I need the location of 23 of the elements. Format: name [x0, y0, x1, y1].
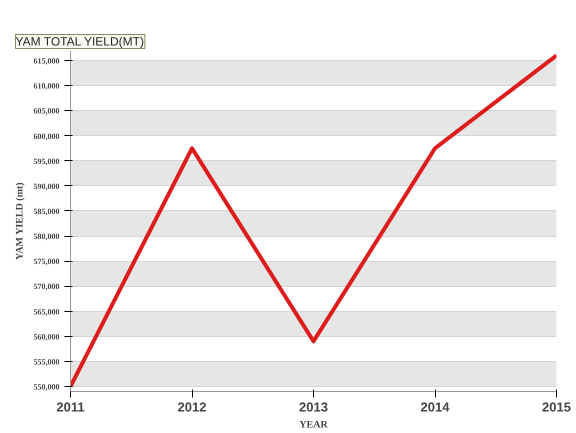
y-tick-label: 585,000: [34, 206, 60, 216]
y-tick-label: 600,000: [34, 132, 60, 141]
chart-title: YAM TOTAL YIELD(MT): [16, 34, 144, 48]
x-tick-label: 2014: [420, 400, 450, 414]
y-axis-title: YAM YIELD (mt): [14, 182, 26, 260]
x-axis-title: YEAR: [299, 420, 328, 430]
y-tick-label: 575,000: [34, 257, 60, 266]
y-tick-label: 570,000: [34, 282, 60, 292]
x-tick-label: 2012: [178, 400, 206, 414]
y-tick-label: 555,000: [34, 357, 60, 366]
y-tick-label: 595,000: [34, 156, 60, 166]
y-tick-label: 580,000: [34, 232, 60, 242]
line-series: [70, 54, 556, 388]
y-tick-label: 590,000: [34, 182, 60, 191]
y-tick-label: 605,000: [34, 106, 60, 116]
x-tick-label: 2011: [56, 400, 85, 414]
y-tick-label: 550,000: [34, 382, 60, 392]
y-tick-label: 610,000: [34, 82, 60, 91]
x-tick-label: 2013: [299, 400, 328, 414]
y-tick-label: 565,000: [34, 307, 60, 316]
x-tick-label: 2015: [542, 400, 571, 414]
y-tick-label: 615,000: [34, 56, 60, 66]
y-tick-label: 560,000: [34, 332, 60, 342]
